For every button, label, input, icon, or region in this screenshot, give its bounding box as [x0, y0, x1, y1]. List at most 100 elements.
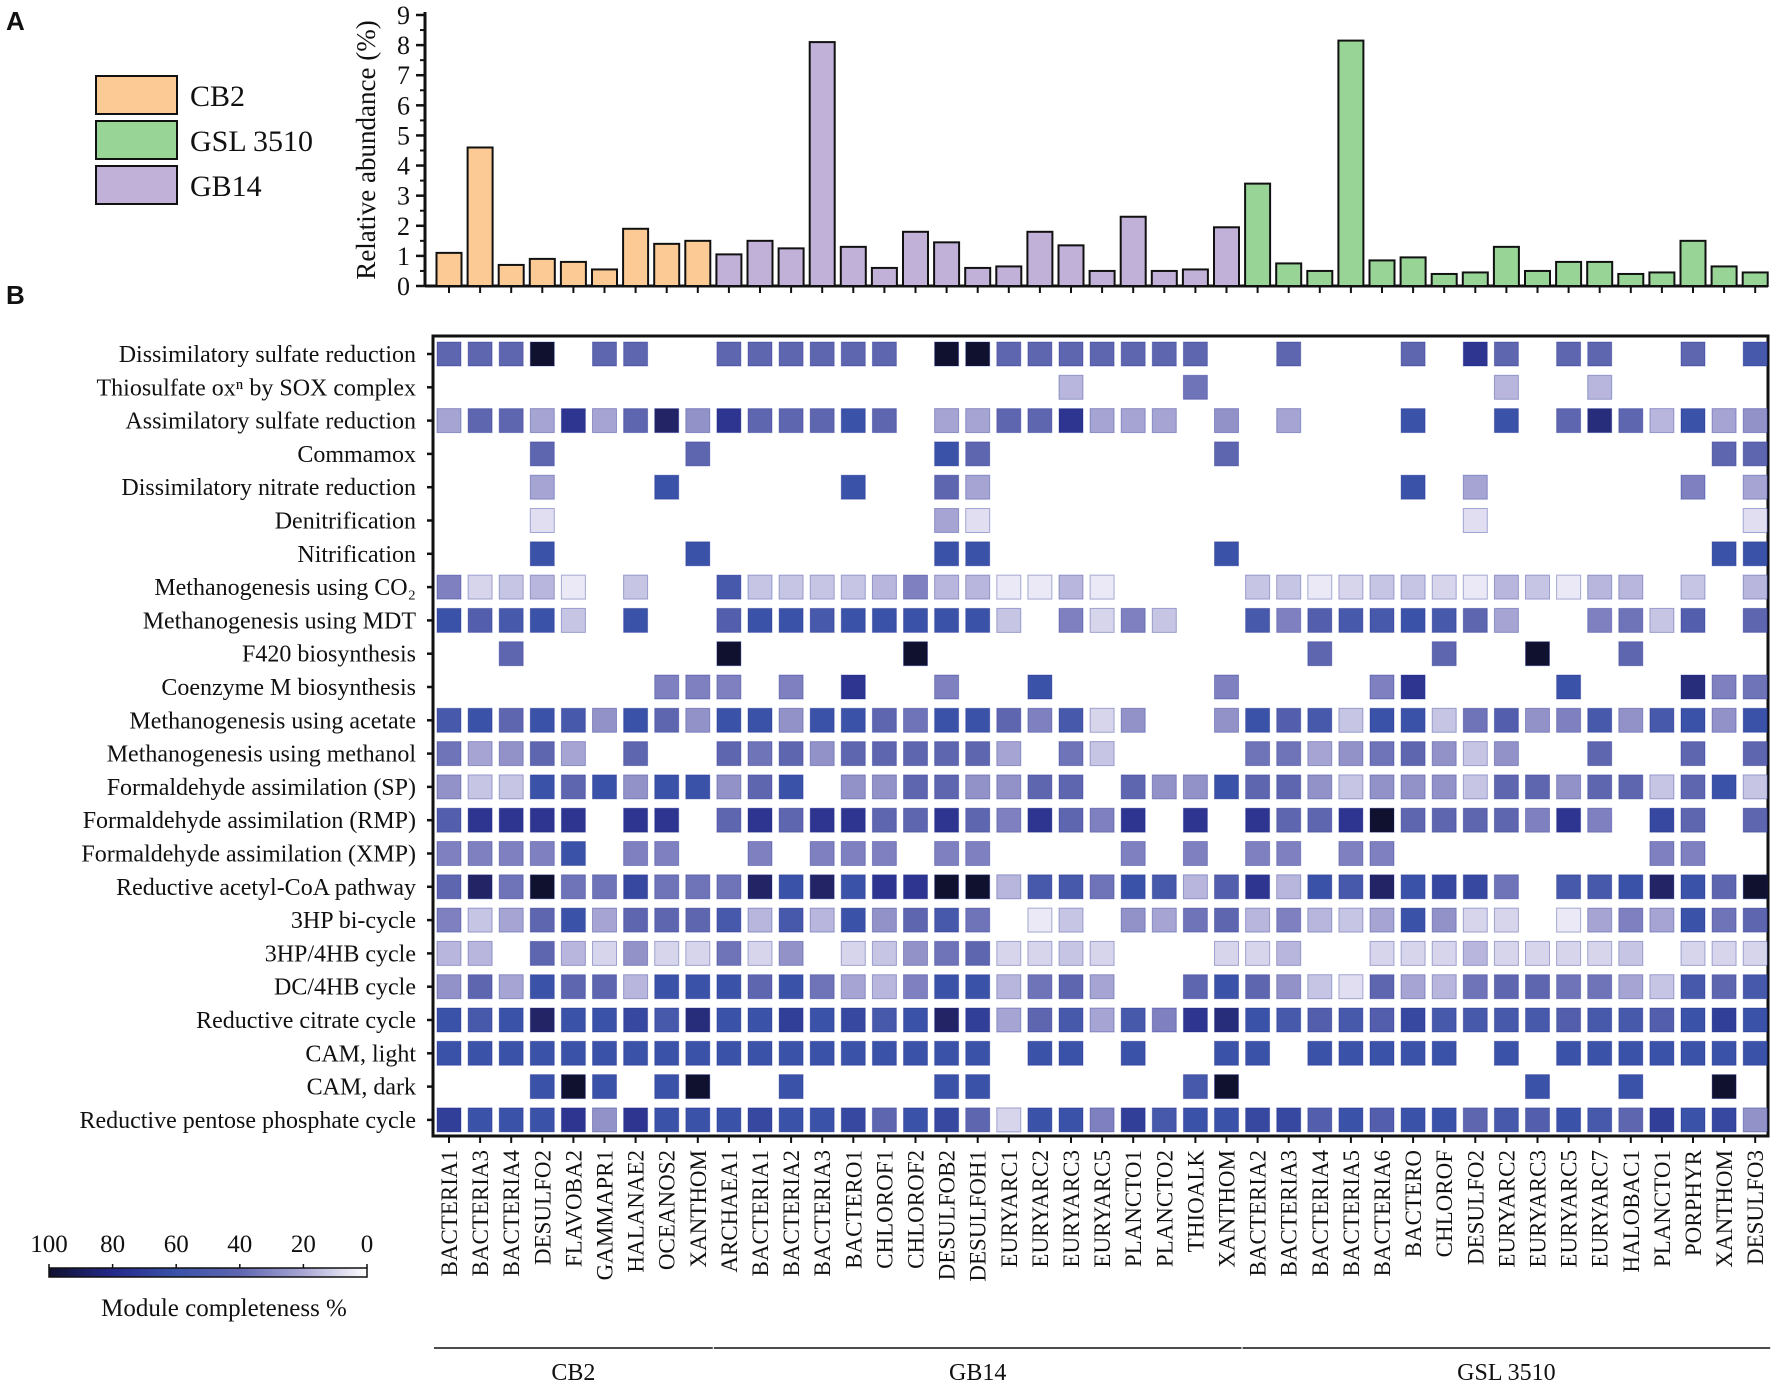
heatmap-cell [1276, 408, 1302, 434]
column-label: THIOALK [1183, 1150, 1208, 1253]
y-tick-label: 6 [397, 91, 410, 120]
heatmap-cell [1493, 974, 1519, 1000]
colorbar-label: Module completeness % [101, 1295, 347, 1322]
heatmap-cell [1307, 1040, 1333, 1066]
heatmap-cell [965, 940, 991, 966]
heatmap-cell [1151, 1107, 1177, 1133]
heatmap-cell [716, 1040, 742, 1066]
heatmap-cell [529, 974, 555, 1000]
heatmap-cell [436, 741, 462, 767]
heatmap-cell [1525, 807, 1550, 833]
heatmap-cell [1742, 874, 1768, 900]
bar [933, 241, 961, 287]
heatmap-cell [1493, 907, 1519, 933]
heatmap-cell [965, 1107, 991, 1133]
heatmap-cell [840, 1040, 866, 1066]
row-label: Reductive acetyl-CoA pathway [116, 875, 416, 901]
heatmap-cell [1742, 341, 1768, 367]
heatmap-cell [436, 1107, 462, 1133]
heatmap-cell [1618, 607, 1644, 633]
heatmap-cell [1556, 940, 1582, 966]
heatmap-cell [560, 607, 586, 633]
heatmap-cell [1618, 1040, 1644, 1066]
heatmap-cell [996, 940, 1022, 966]
colorbar: 100 80 60 40 20 0 Module completeness % [30, 1231, 373, 1322]
heatmap-cell [934, 807, 960, 833]
heatmap-cell [871, 940, 897, 966]
heatmap-cell [934, 508, 960, 533]
heatmap-cell [498, 907, 524, 933]
heatmap-cell [654, 907, 680, 933]
heatmap-cell [934, 1074, 960, 1100]
heatmap-cell [436, 807, 462, 833]
heatmap-cell [592, 408, 617, 434]
column-label: PLANCTO1 [1650, 1150, 1675, 1267]
heatmap-cell [685, 1107, 711, 1133]
column-label: PORPHYR [1681, 1149, 1706, 1256]
heatmap-cell [965, 741, 991, 767]
heatmap-cell [1089, 741, 1115, 767]
heatmap-cell [592, 907, 617, 933]
heatmap-cell [1431, 707, 1457, 733]
heatmap-cell [685, 974, 711, 1000]
heatmap-cell [1462, 741, 1488, 767]
heatmap-cell [778, 1074, 804, 1100]
heatmap-cell [1680, 674, 1706, 700]
heatmap-cell [1680, 341, 1706, 367]
heatmap-cell [1649, 907, 1675, 933]
heatmap-cell [809, 707, 835, 733]
heatmap-cell [996, 741, 1022, 767]
heatmap-cell [1369, 974, 1395, 1000]
row-label: Formaldehyde assimilation (RMP) [83, 808, 416, 834]
heatmap-cell [1711, 674, 1737, 700]
heatmap-cell [1307, 874, 1333, 900]
heatmap-cell [1058, 1007, 1084, 1033]
heatmap-cell [592, 1007, 617, 1033]
heatmap-cell [1120, 807, 1146, 833]
heatmap-cell [560, 974, 586, 1000]
y-tick-label: 9 [397, 1, 410, 30]
heatmap-cell [1338, 807, 1364, 833]
bar [1057, 244, 1085, 288]
heatmap-cell [1618, 707, 1644, 733]
heatmap-cell [1711, 907, 1737, 933]
heatmap-cell [685, 1007, 711, 1033]
heatmap-cell [716, 408, 742, 434]
heatmap-cell [1493, 1040, 1519, 1066]
heatmap-cell [934, 341, 960, 367]
heatmap-cell [592, 874, 617, 900]
heatmap-cell [1276, 707, 1302, 733]
heatmap-cell [1369, 841, 1395, 866]
heatmap-cell [778, 1040, 804, 1066]
heatmap-cell [1245, 1040, 1271, 1066]
heatmap-cell [1649, 974, 1675, 1000]
heatmap-cell [903, 807, 928, 833]
heatmap-cell [1556, 807, 1582, 833]
heatmap-cell [778, 807, 804, 833]
heatmap-cell [1245, 774, 1271, 800]
heatmap-cell [1307, 607, 1333, 633]
heatmap-cell [809, 907, 835, 933]
heatmap-cell [809, 408, 835, 434]
heatmap-cell [467, 574, 493, 600]
heatmap-cell [1058, 874, 1084, 900]
heatmap-cell [934, 1107, 960, 1133]
row-label: Nitrification [297, 542, 416, 568]
heatmap-cell [1276, 607, 1302, 633]
column-label: EURYARC5 [1557, 1150, 1582, 1268]
heatmap-cell [467, 741, 493, 767]
row-label: 3HP/4HB cycle [265, 941, 416, 967]
heatmap-cell [560, 1107, 586, 1133]
row-label: Methanogenesis using CO₂ [154, 575, 416, 601]
heatmap-cell [1525, 1074, 1550, 1100]
heatmap-cell [1649, 807, 1675, 833]
heatmap-cell [1276, 1007, 1302, 1033]
heatmap-cell [1711, 1107, 1737, 1133]
heatmap-cell [996, 1007, 1022, 1033]
heatmap-cell [1400, 707, 1426, 733]
heatmap-cell [498, 607, 524, 633]
heatmap-cell [934, 974, 960, 1000]
heatmap-cell [1214, 974, 1239, 1000]
colorbar-tick-label: 40 [227, 1231, 252, 1258]
heatmap-cell [1493, 574, 1519, 600]
